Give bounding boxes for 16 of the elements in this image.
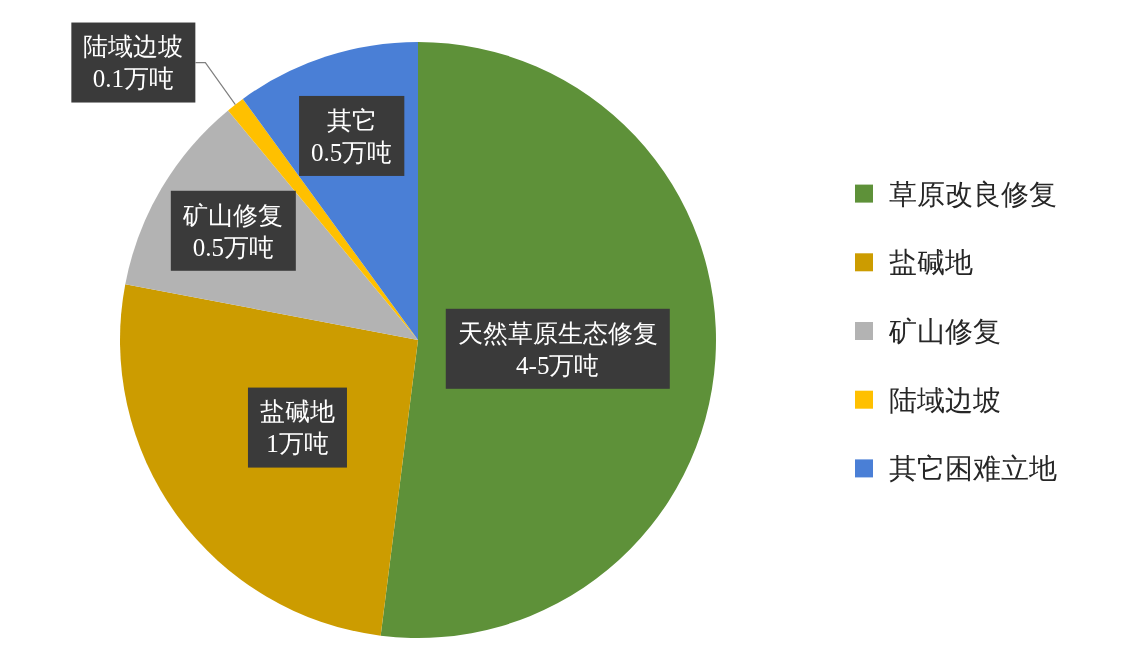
data-label: 其它 0.5万吨: [311, 106, 393, 166]
data-label: 盐碱地 1万吨: [259, 398, 335, 458]
data-label-box: 其它 0.5万吨: [299, 95, 405, 176]
legend-label: 陆域边坡: [889, 384, 1001, 416]
data-label: 陆域边坡 0.1万吨: [83, 33, 184, 93]
pie-slice: [120, 284, 418, 636]
data-label-box: 矿山修复 0.5万吨: [170, 190, 296, 271]
data-label: 矿山修复 0.5万吨: [182, 201, 284, 261]
data-label-box: 陆域边坡 0.1万吨: [71, 22, 196, 103]
legend-label: 盐碱地: [889, 247, 973, 279]
legend-label: 草原改良修复: [889, 178, 1057, 210]
legend-label: 其它困难立地: [889, 453, 1057, 485]
data-label-box: 盐碱地 1万吨: [247, 387, 347, 468]
legend-label: 矿山修复: [888, 316, 1001, 347]
data-label: 天然草原生态修复 4-5万吨: [457, 319, 658, 379]
data-label-box: 天然草原生态修复 4-5万吨: [445, 308, 670, 389]
